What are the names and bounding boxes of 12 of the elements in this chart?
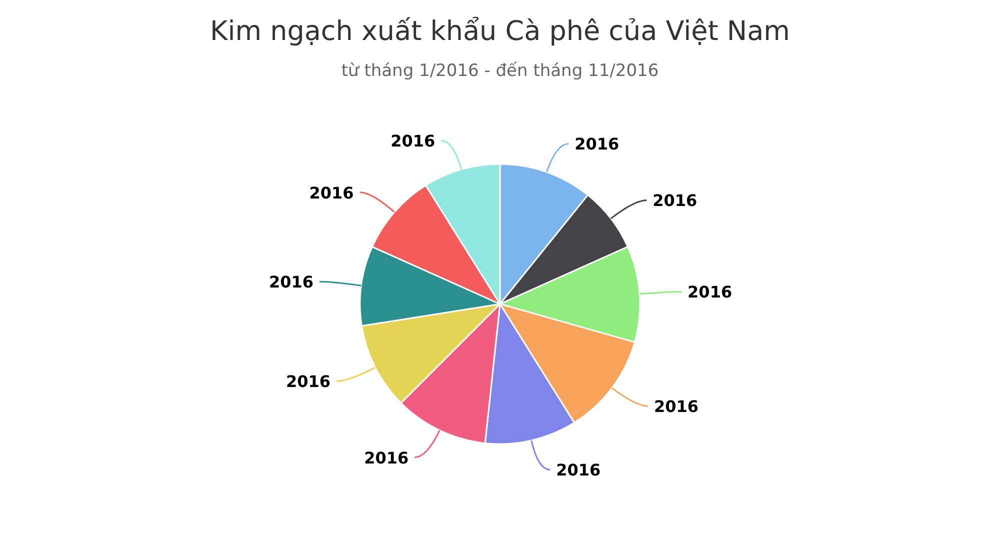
chart-title: Kim ngạch xuất khẩu Cà phê của Việt Nam bbox=[210, 16, 790, 47]
slice-label: 2016 bbox=[556, 460, 601, 480]
slice-label: 2016 bbox=[364, 448, 409, 468]
slice-label: 2016 bbox=[268, 272, 314, 292]
slice-label: 2016 bbox=[390, 132, 436, 151]
slice-label: 2016 bbox=[652, 191, 698, 210]
slice-label: 2016 bbox=[286, 372, 331, 392]
slice-label: 2016 bbox=[654, 397, 698, 416]
chart-subtitle: từ tháng 1/2016 - đến tháng 11/2016 bbox=[341, 61, 659, 81]
slice-label: 2016 bbox=[688, 282, 732, 302]
slice-label: 2016 bbox=[309, 183, 354, 202]
slice-label: 2016 bbox=[574, 134, 620, 154]
